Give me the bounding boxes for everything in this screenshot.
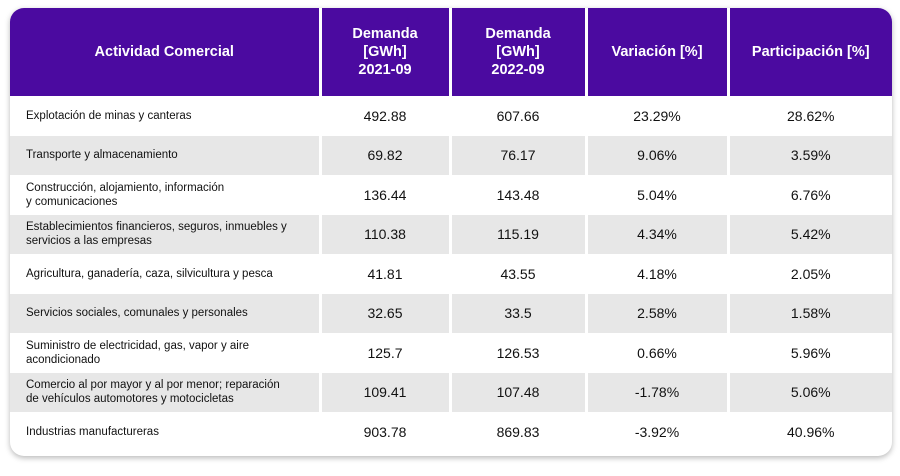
cell-participacion: 5.06% [726,372,892,412]
table-row: Comercio al por mayor y al por menor; re… [10,372,892,412]
cell-demanda-2021: 492.88 [318,96,450,136]
cell-variacion: 4.18% [584,254,728,294]
cell-demanda-2021: 136.44 [318,175,450,215]
cell-variacion: 4.34% [584,214,728,254]
cell-variacion: 5.04% [584,175,728,215]
activity-line: Construcción, alojamiento, información [26,181,225,194]
cell-demanda-2021: 110.38 [318,214,450,254]
activity-line: y comunicaciones [26,195,118,208]
table-row: Transporte y almacenamiento 69.82 76.17 9.0… [10,135,892,175]
cell-variacion: 23.29% [584,96,728,136]
header-actividad: Actividad Comercial [10,8,320,96]
cell-demanda-2021: 32.65 [318,293,450,333]
activity-line: servicios a las empresas [26,235,152,248]
cell-demanda-2022: 107.48 [448,372,586,412]
cell-variacion: 2.58% [584,293,728,333]
cell-demanda-2021: 903.78 [318,412,450,452]
header-line: [GWh] [363,44,407,60]
cell-actividad: Transporte y almacenamiento [10,135,320,175]
header-demanda-2021: Demanda [GWh] 2021-09 [318,8,450,96]
cell-actividad: Agricultura, ganadería, caza, silvicultu… [10,254,320,294]
data-table-card: Actividad Comercial Demanda [GWh] 2021-0… [10,8,892,456]
cell-demanda-2021: 125.7 [318,333,450,373]
header-participacion: Participación [%] [726,8,892,96]
activity-line: Establecimientos financieros, seguros, i… [26,221,287,234]
cell-participacion: 1.58% [726,293,892,333]
cell-actividad: Establecimientos financieros, seguros, i… [10,214,320,254]
table-row: Agricultura, ganadería, caza, silvicultu… [10,254,892,294]
cell-participacion: 40.96% [726,412,892,452]
cell-demanda-2021: 69.82 [318,135,450,175]
cell-demanda-2022: 869.83 [448,412,586,452]
header-line: Actividad Comercial [94,44,234,60]
demand-table: Actividad Comercial Demanda [GWh] 2021-0… [10,8,892,452]
header-demanda-2022: Demanda [GWh] 2022-09 [448,8,586,96]
cell-demanda-2022: 126.53 [448,333,586,373]
cell-demanda-2022: 143.48 [448,175,586,215]
cell-participacion: 3.59% [726,135,892,175]
cell-demanda-2022: 76.17 [448,135,586,175]
header-line: 2022-09 [491,62,545,78]
activity-line: Explotación de minas y canteras [26,109,192,122]
activity-line: de vehículos automotores y motocicletas [26,393,234,406]
cell-actividad: Industrias manufactureras [10,412,320,452]
activity-line: Transporte y almacenamiento [26,149,178,162]
activity-line: acondicionado [26,353,101,366]
table-row: Servicios sociales, comunales y personal… [10,293,892,333]
header-line: [GWh] [496,44,540,60]
table-body: Explotación de minas y canteras 492.88 607… [10,96,892,452]
cell-demanda-2021: 109.41 [318,372,450,412]
cell-demanda-2022: 33.5 [448,293,586,333]
activity-line: Industrias manufactureras [26,425,159,438]
cell-variacion: 9.06% [584,135,728,175]
header-line: Participación [%] [751,44,870,60]
cell-demanda-2022: 43.55 [448,254,586,294]
cell-variacion: 0.66% [584,333,728,373]
header-line: 2021-09 [358,62,412,78]
cell-actividad: Explotación de minas y canteras [10,96,320,136]
activity-line: Suministro de electricidad, gas, vapor y… [26,339,250,352]
activity-line: Comercio al por mayor y al por menor; re… [26,379,280,392]
table-row: Establecimientos financieros, seguros, i… [10,214,892,254]
cell-actividad: Comercio al por mayor y al por menor; re… [10,372,320,412]
table-row: Industrias manufactureras 903.78 869.83 -3.… [10,412,892,452]
cell-actividad: Servicios sociales, comunales y personal… [10,293,320,333]
header-variacion: Variación [%] [584,8,728,96]
table-row: Construcción, alojamiento, información y … [10,175,892,215]
cell-participacion: 28.62% [726,96,892,136]
cell-variacion: -1.78% [584,372,728,412]
cell-variacion: -3.92% [584,412,728,452]
activity-line: Servicios sociales, comunales y personal… [26,307,248,320]
header-line: Demanda [485,26,551,42]
cell-actividad: Suministro de electricidad, gas, vapor y… [10,333,320,373]
activity-line: Agricultura, ganadería, caza, silvicultu… [26,267,273,280]
table-row: Explotación de minas y canteras 492.88 607… [10,96,892,136]
header-line: Variación [%] [611,44,703,60]
header-line: Demanda [352,26,418,42]
cell-participacion: 5.42% [726,214,892,254]
header-row: Actividad Comercial Demanda [GWh] 2021-0… [10,8,892,96]
cell-actividad: Construcción, alojamiento, información y … [10,175,320,215]
table-row: Suministro de electricidad, gas, vapor y… [10,333,892,373]
cell-participacion: 6.76% [726,175,892,215]
cell-demanda-2021: 41.81 [318,254,450,294]
cell-participacion: 2.05% [726,254,892,294]
cell-demanda-2022: 115.19 [448,214,586,254]
cell-participacion: 5.96% [726,333,892,373]
cell-demanda-2022: 607.66 [448,96,586,136]
